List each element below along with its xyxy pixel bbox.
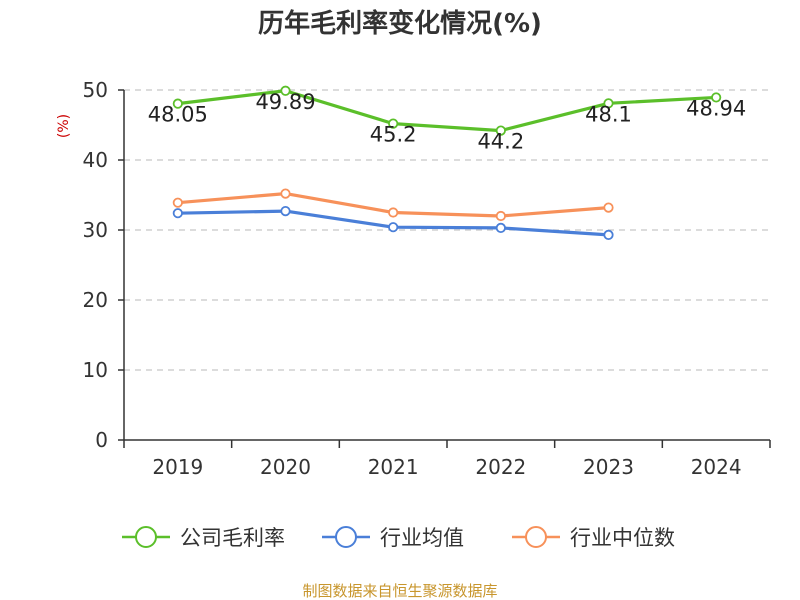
x-tick-label: 2021: [368, 455, 419, 479]
data-label: 48.1: [585, 102, 632, 126]
data-point: [172, 208, 183, 219]
data-point: [280, 85, 291, 96]
y-tick-label: 30: [83, 218, 108, 242]
x-tick-label: 2024: [691, 455, 742, 479]
data-point: [280, 188, 291, 199]
axes: 0 10 20 30 40 50 2019 2020 2021 2022 2023 2024: [83, 78, 771, 479]
x-tick-label: 2020: [260, 455, 311, 479]
y-tick-label: 10: [83, 358, 108, 382]
legend: 公司毛利率 行业均值 行业中位数: [122, 526, 675, 550]
legend-label: 行业中位数: [570, 526, 675, 550]
data-point: [388, 207, 399, 218]
data-point: [172, 197, 183, 208]
y-axis-unit: (%): [56, 114, 72, 138]
data-point: [495, 210, 506, 222]
legend-swatch-marker: [525, 526, 547, 548]
data-point: [603, 98, 614, 109]
x-tick-label: 2022: [475, 455, 526, 479]
data-point: [280, 206, 291, 217]
data-point: [388, 222, 399, 233]
x-tick-label: 2023: [583, 455, 634, 479]
data-label: 48.94: [686, 96, 746, 120]
data-label: 45.2: [370, 123, 417, 147]
source-note: 制图数据来自恒生聚源数据库: [302, 582, 497, 600]
y-tick-label: 0: [95, 428, 108, 452]
data-point: [711, 92, 722, 103]
data-point: [388, 118, 399, 129]
data-label: 48.05: [148, 103, 208, 127]
chart-title: 历年毛利率变化情况(%): [258, 8, 542, 39]
data-point: [603, 202, 614, 213]
y-tick-label: 40: [83, 148, 108, 172]
y-tick-label: 20: [83, 288, 108, 312]
legend-label: 公司毛利率: [180, 526, 285, 550]
grid-lines: [124, 89, 770, 371]
data-label: 49.89: [255, 90, 315, 114]
data-point: [172, 98, 183, 109]
series-layer: [172, 85, 722, 240]
series-line: [177, 89, 717, 133]
legend-swatch-marker: [335, 526, 357, 548]
data-labels: 48.05 49.89 45.2 44.2 48.1 48.94: [148, 90, 746, 154]
legend-swatch-marker: [135, 526, 157, 548]
legend-label: 行业均值: [380, 526, 464, 550]
data-label: 44.2: [477, 130, 524, 154]
data-point: [495, 125, 506, 136]
y-tick-label: 50: [83, 78, 108, 102]
data-point: [603, 229, 614, 240]
x-tick-label: 2019: [152, 455, 203, 479]
data-point: [495, 222, 506, 233]
